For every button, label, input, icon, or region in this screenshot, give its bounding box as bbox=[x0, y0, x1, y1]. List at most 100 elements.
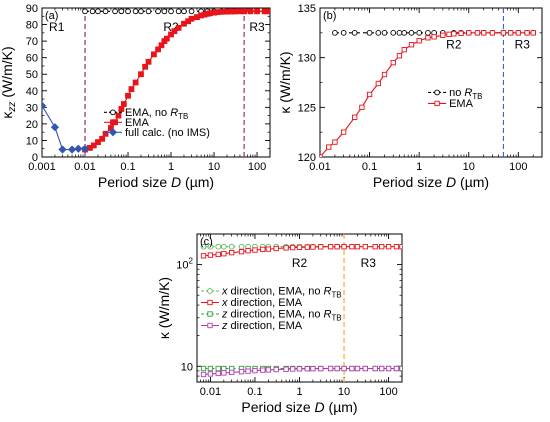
label-part: TB bbox=[178, 112, 188, 121]
data-point bbox=[142, 63, 149, 70]
label-part: (µm) bbox=[456, 174, 489, 190]
label-part: Period size bbox=[373, 174, 446, 190]
data-point bbox=[238, 368, 245, 375]
label-part: R bbox=[324, 285, 332, 297]
data-point bbox=[273, 245, 279, 252]
data-point bbox=[120, 101, 127, 107]
data-point bbox=[218, 8, 225, 15]
data-point bbox=[200, 371, 207, 378]
data-point bbox=[340, 29, 347, 36]
label-part: no bbox=[449, 87, 464, 99]
data-point bbox=[349, 244, 355, 250]
data-point bbox=[446, 31, 452, 37]
region-label: R3 bbox=[515, 38, 531, 52]
label-part: κ bbox=[0, 111, 15, 119]
data-point bbox=[241, 8, 248, 15]
data-point bbox=[416, 29, 423, 36]
label-part: TB bbox=[472, 92, 482, 101]
data-point bbox=[247, 8, 254, 15]
label-part: x bbox=[221, 297, 228, 309]
tick-base: 10 bbox=[176, 260, 188, 272]
data-point bbox=[125, 92, 131, 99]
data-point bbox=[145, 58, 152, 65]
data-point bbox=[145, 8, 152, 15]
data-point bbox=[304, 366, 310, 372]
y-tick-label: 70 bbox=[26, 36, 38, 48]
x-tick-label: 0.01 bbox=[74, 161, 95, 173]
y-tick-label: 90 bbox=[26, 3, 38, 15]
data-point bbox=[375, 29, 382, 36]
x-tick-label: 1 bbox=[416, 161, 422, 173]
data-point bbox=[296, 244, 303, 250]
data-point bbox=[289, 366, 296, 372]
data-point bbox=[95, 8, 101, 15]
data-point bbox=[396, 53, 403, 59]
data-point bbox=[207, 311, 213, 317]
data-point bbox=[200, 365, 207, 372]
label-part: D bbox=[171, 174, 181, 190]
x-tick-label: 10 bbox=[208, 161, 220, 173]
data-point bbox=[481, 30, 487, 36]
label-part: κ (W/m/K) bbox=[156, 277, 172, 339]
data-point bbox=[530, 30, 536, 36]
series-line bbox=[320, 32, 534, 157]
region-label: R1 bbox=[49, 20, 65, 34]
x-tick-label: 100 bbox=[509, 161, 527, 173]
data-point bbox=[221, 370, 227, 376]
data-point bbox=[393, 365, 400, 372]
data-point bbox=[474, 30, 481, 36]
data-point bbox=[231, 8, 238, 15]
x-tick-label: 0.1 bbox=[120, 161, 135, 173]
y-tick-label: 40 bbox=[26, 86, 38, 98]
x-tick-label: 10 bbox=[463, 161, 475, 173]
data-point bbox=[215, 243, 222, 250]
y-tick-label: 60 bbox=[26, 53, 38, 65]
x-tick-label: 1 bbox=[296, 386, 302, 398]
data-point bbox=[304, 244, 310, 250]
data-point bbox=[221, 365, 227, 372]
data-point bbox=[267, 8, 270, 15]
data-point bbox=[260, 246, 266, 253]
data-point bbox=[74, 144, 83, 153]
data-point bbox=[372, 244, 378, 250]
label-part: R bbox=[324, 308, 332, 320]
panel-label: (a) bbox=[45, 10, 58, 22]
data-point bbox=[283, 245, 289, 251]
legend-entry: x direction, EMA, no RTB bbox=[221, 285, 342, 299]
label-part: direction, EMA bbox=[228, 297, 303, 309]
y-tick-label: 102 bbox=[176, 257, 193, 272]
data-point bbox=[220, 243, 227, 250]
data-point bbox=[175, 8, 182, 15]
label-part: z bbox=[221, 320, 228, 332]
data-point bbox=[332, 29, 338, 36]
data-point bbox=[372, 365, 378, 372]
series-group bbox=[320, 29, 537, 157]
series-line bbox=[203, 246, 402, 257]
data-point bbox=[245, 248, 251, 254]
data-point bbox=[215, 370, 221, 377]
x-tick-label: 100 bbox=[248, 161, 266, 173]
data-point bbox=[261, 8, 268, 15]
data-point bbox=[434, 100, 440, 107]
legend-entry: EMA bbox=[125, 117, 150, 129]
label-part: D bbox=[446, 174, 456, 190]
data-point bbox=[431, 34, 437, 40]
label-part: x bbox=[221, 285, 228, 297]
data-point bbox=[125, 8, 131, 15]
data-point bbox=[238, 249, 245, 255]
series-line bbox=[203, 367, 402, 376]
y-axis-label: κ (W/m/K) bbox=[156, 277, 172, 339]
label-part: κ (W/m/K) bbox=[277, 51, 293, 113]
y-tick-label: 20 bbox=[26, 119, 38, 131]
data-point bbox=[318, 365, 324, 372]
data-point bbox=[221, 251, 227, 257]
label-part: R bbox=[464, 87, 472, 99]
label-part: TB bbox=[331, 290, 341, 299]
label-part: (µm) bbox=[325, 399, 358, 415]
data-point bbox=[238, 243, 245, 250]
data-point bbox=[310, 244, 316, 250]
data-point bbox=[265, 367, 272, 373]
